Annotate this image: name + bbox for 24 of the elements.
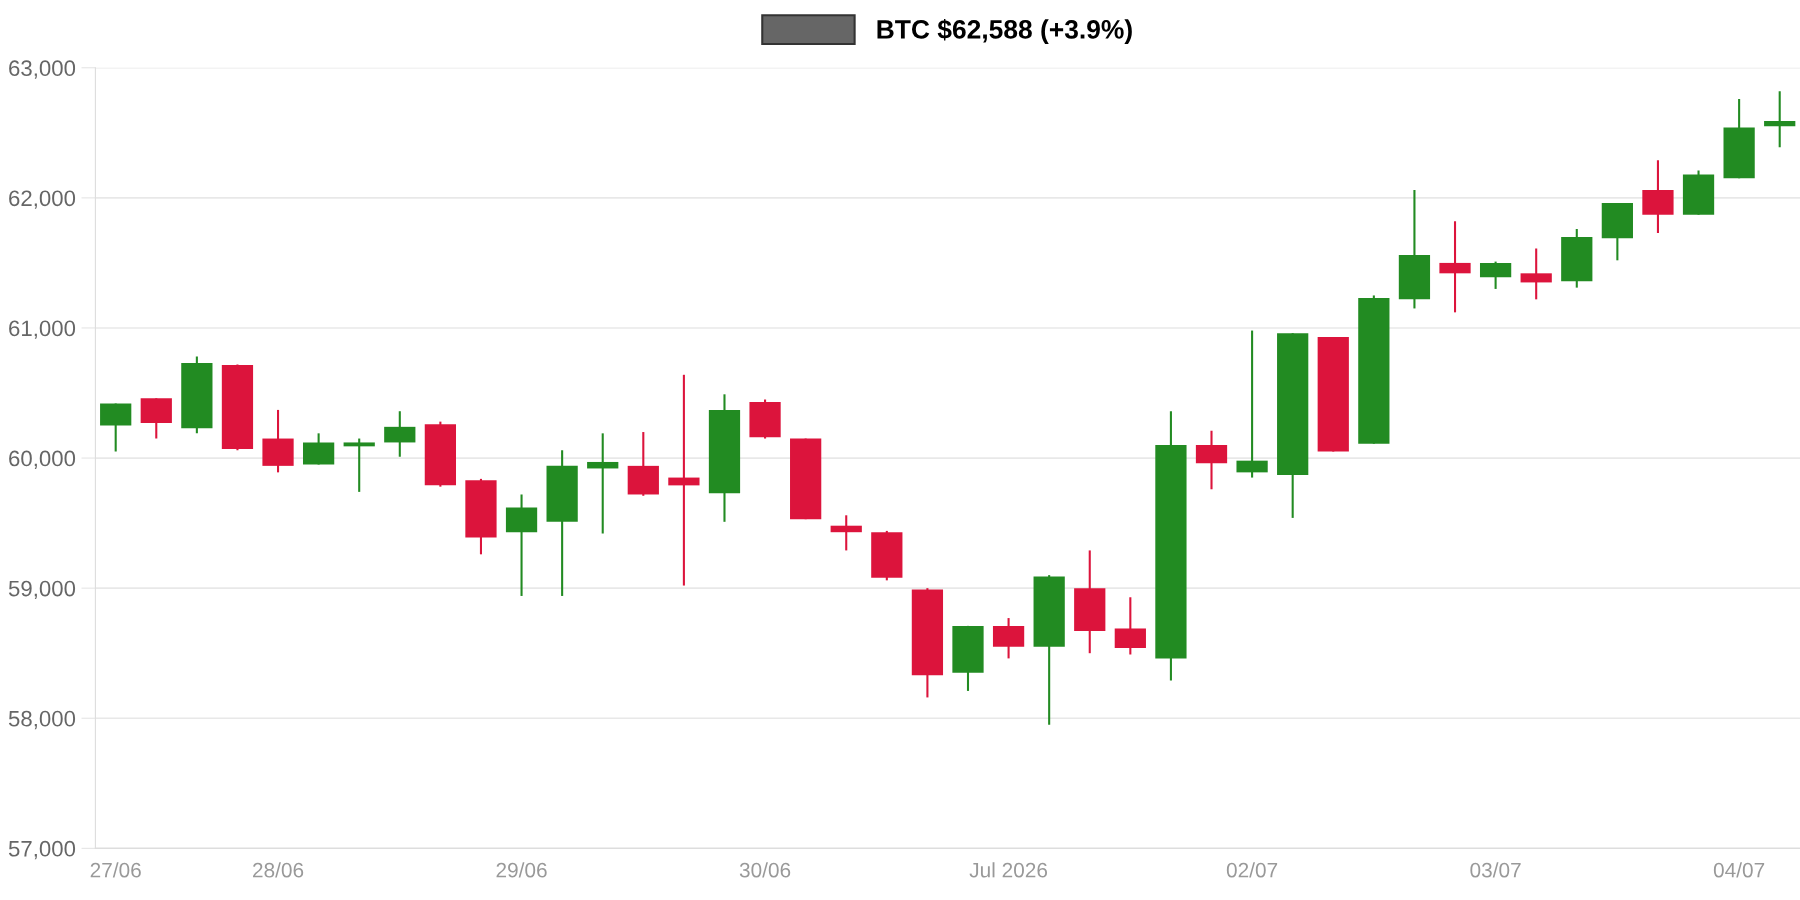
- x-tick-label: 30/06: [739, 862, 791, 878]
- x-tick-label: 27/06: [90, 862, 141, 878]
- candlestick: [1439, 220, 1471, 314]
- x-tick-label: 29/06: [496, 862, 547, 878]
- candlestick: [830, 514, 862, 552]
- candlestick: [587, 432, 619, 535]
- y-tick-label: 58,000: [8, 710, 76, 730]
- y-tick-label: 62,000: [9, 190, 76, 209]
- x-tick-label: 28/06: [253, 862, 304, 878]
- y-tick-label: 60,000: [9, 450, 76, 469]
- candlestick: [1520, 247, 1552, 301]
- candlestick: [1764, 90, 1796, 149]
- y-tick-label: 63,000: [9, 60, 76, 79]
- x-tick-label: 02/07: [1226, 862, 1278, 878]
- x-tick-label: 04/07: [1713, 862, 1765, 878]
- text: BTC $62,588 (+3.9%): [877, 18, 1132, 44]
- candlestick: [1236, 329, 1268, 479]
- candlestick: [343, 437, 375, 493]
- candlestick: [668, 373, 700, 587]
- y-tick-label: 59,000: [8, 580, 76, 600]
- y-tick-label: 57,000: [8, 840, 76, 860]
- y-tick-label: 61,000: [9, 320, 76, 339]
- x-tick-label: 03/07: [1470, 862, 1521, 878]
- x-tick-label: Jul 2026: [969, 862, 1048, 878]
